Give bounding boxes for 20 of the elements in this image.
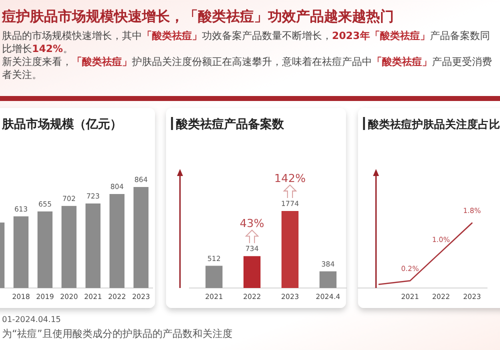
bar: [244, 256, 260, 288]
bar: [38, 211, 52, 288]
text: 痘护肤品市场规模快速增长，「酸类祛痘」功效产品越来越热门: [2, 8, 395, 26]
text: 01-2024.04.15: [2, 315, 61, 324]
bar: [320, 271, 336, 288]
text: 为“祛痘”且使用酸类成分的护肤品的产品数和关注度: [2, 328, 232, 340]
bar: [282, 211, 298, 288]
chart-title: 酸类祛痘产品备案数: [176, 117, 285, 131]
chart-title: 酸类祛痘护肤品关注度占比: [368, 118, 500, 131]
text: 肤品的市场规模快速增长，其中「酸类祛痘」功效备案产品数量不断增长，2023年「酸类祛痘」产品备案数同比增长142%。: [2, 31, 490, 55]
bar: [134, 187, 148, 288]
bar: [206, 266, 222, 288]
annotation: 43%: [240, 217, 264, 230]
bar: [86, 203, 100, 288]
text: 新关注度来看，「酸类祛痘」护肤品关注度份额正在高速攀升，意味着在祛痘产品中「酸类祛痘」产品更受消费者关注。: [2, 57, 492, 81]
bar: [110, 194, 124, 288]
bar: [62, 206, 76, 288]
chart-title: 肤品市场规模（亿元）: [1, 117, 122, 131]
annotation: 142%: [274, 172, 306, 185]
bar: [14, 216, 28, 288]
